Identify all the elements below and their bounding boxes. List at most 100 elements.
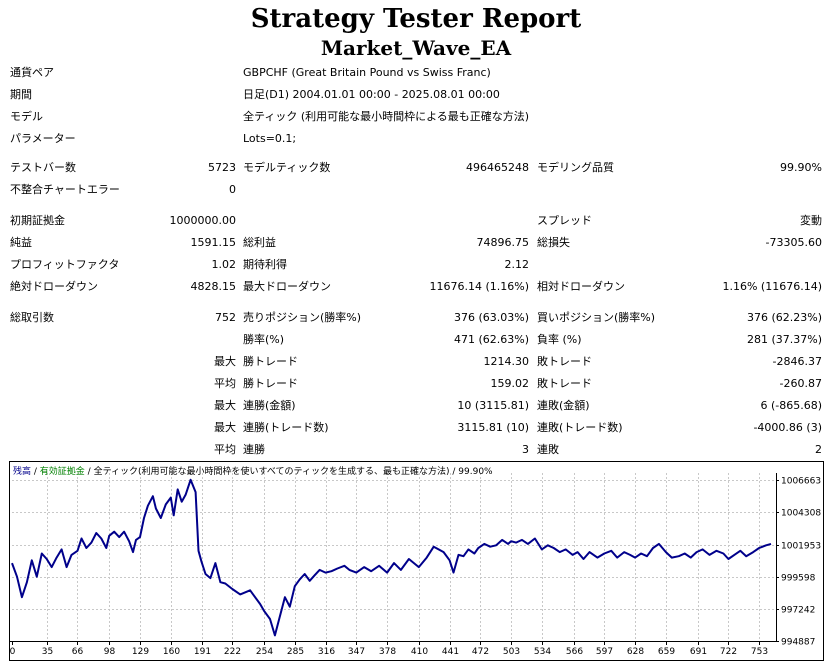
short-positions-label: 売りポジション(勝率%) <box>243 311 362 324</box>
x-tick-label: 410 <box>411 647 428 657</box>
y-tick-label: 997242 <box>781 606 815 616</box>
x-tick-label: 285 <box>287 647 304 657</box>
x-tick-label: 129 <box>132 647 149 657</box>
max-consec-loss-label: 連敗(トレード数) <box>537 421 623 434</box>
info-label-parameters: パラメーター <box>10 132 76 145</box>
x-tick-label: 628 <box>627 647 644 657</box>
max-consec-profit-label: 連勝(トレード数) <box>243 421 329 434</box>
ticks-value: 496465248 <box>466 161 529 174</box>
max-consec-prefix: 最大 <box>214 399 236 412</box>
deposit-label: 初期証拠金 <box>10 214 65 227</box>
balance-line <box>11 478 772 637</box>
x-tick-label: 566 <box>566 647 583 657</box>
x-tick-label: 98 <box>104 647 116 657</box>
expected-payoff-label: 期待利得 <box>243 258 287 271</box>
mismatch-value: 0 <box>229 183 236 196</box>
x-tick-label: 503 <box>503 647 520 657</box>
report-title: Strategy Tester Report <box>250 4 582 34</box>
x-tick-label: 597 <box>596 647 613 657</box>
x-tick-label: 691 <box>690 647 707 657</box>
info-label-model: モデル <box>10 110 43 123</box>
legend-balance: 残高 <box>13 465 31 477</box>
max-consec-losses-value: 6 (-865.68) <box>760 399 822 412</box>
max-drawdown-label: 最大ドローダウン <box>243 280 331 293</box>
long-positions-value: 376 (62.23%) <box>746 311 822 324</box>
max-consec-losses-label: 連敗(金額) <box>537 399 590 412</box>
net-profit-value: 1591.15 <box>190 236 237 249</box>
info-label-period: 期間 <box>10 88 32 101</box>
gross-profit-value: 74896.75 <box>476 236 530 249</box>
avg-win-label: 勝トレード <box>243 377 298 390</box>
info-value-period: 日足(D1) 2004.01.01 00:00 - 2025.08.01 00:… <box>243 88 500 101</box>
avg-consec-losses-value: 2 <box>815 443 822 456</box>
legend-sep-2: / <box>85 467 94 477</box>
report-subtitle: Market_Wave_EA <box>320 36 512 60</box>
y-tick-label: 1004308 <box>781 509 821 519</box>
rel-drawdown-value: 1.16% (11676.14) <box>722 280 822 293</box>
total-trades-value: 752 <box>215 311 236 324</box>
avg-consec-wins-label: 連勝 <box>243 443 265 456</box>
abs-drawdown-value: 4828.15 <box>190 280 237 293</box>
ticks-label: モデルティック数 <box>243 161 331 174</box>
largest-loss-value: -2846.37 <box>772 355 822 368</box>
avg-consec-prefix: 平均 <box>214 443 236 456</box>
short-positions-value: 376 (63.03%) <box>453 311 529 324</box>
net-profit-label: 純益 <box>10 236 32 249</box>
y-axis-ticks: 994887 997242 999598 1001953 1004308 1006663 <box>776 477 821 648</box>
y-tick-label: 994887 <box>781 638 815 648</box>
x-tick-label: 722 <box>720 647 737 657</box>
info-value-parameters: Lots=0.1; <box>243 132 297 145</box>
y-tick-label: 1001953 <box>781 542 821 552</box>
x-tick-label: 160 <box>163 647 180 657</box>
info-value-model: 全ティック (利用可能な最小時間枠による最も正確な方法) <box>243 110 530 123</box>
x-tick-label: 378 <box>379 647 396 657</box>
y-tick-label: 999598 <box>781 574 816 584</box>
quality-value: 99.90% <box>780 161 822 174</box>
max-consec-profit-value: 3115.81 (10) <box>457 421 529 434</box>
max-consec-loss-value: -4000.86 (3) <box>753 421 822 434</box>
abs-drawdown-label: 絶対ドローダウン <box>10 280 98 293</box>
x-axis-ticks: 0 35 66 98 129 160 191 222 254 285 316 347 378 410 441… <box>10 641 768 657</box>
long-positions-label: 買いポジション(勝率%) <box>537 311 656 324</box>
mismatch-label: 不整合チャートエラー <box>10 183 120 196</box>
bars-value: 5723 <box>208 161 236 174</box>
avg-win-value: 159.02 <box>490 377 530 390</box>
legend-sep-3: / <box>450 467 459 477</box>
spread-value: 変動 <box>800 214 822 227</box>
x-tick-label: 0 <box>10 647 16 657</box>
max-consec-wins-label: 連勝(金額) <box>243 399 296 412</box>
max-consec-wins-value: 10 (3115.81) <box>457 399 529 412</box>
x-tick-label: 347 <box>348 647 365 657</box>
x-tick-label: 191 <box>194 647 211 657</box>
max-consec2-prefix: 最大 <box>214 421 236 434</box>
chart-border <box>9 461 824 661</box>
legend-sep-1: / <box>31 467 40 477</box>
expected-payoff-value: 2.12 <box>504 258 530 271</box>
chart-series <box>11 478 772 637</box>
max-drawdown-value: 11676.14 (1.16%) <box>429 280 529 293</box>
x-tick-label: 753 <box>751 647 768 657</box>
gross-loss-label: 総損失 <box>537 236 570 249</box>
y-tick-label: 1006663 <box>781 477 821 487</box>
total-trades-label: 総取引数 <box>10 311 54 324</box>
average-prefix: 平均 <box>214 377 236 390</box>
spread-label: スプレッド <box>537 214 592 227</box>
largest-win-value: 1214.30 <box>483 355 530 368</box>
avg-loss-value: -260.87 <box>779 377 822 390</box>
largest-loss-label: 敗トレード <box>537 355 592 368</box>
legend-line: 残高 / 有効証拠金 / 全ティック(利用可能な最小時間枠を使いすべてのティック… <box>13 465 493 477</box>
bars-label: テストバー数 <box>10 161 76 174</box>
balance-chart: 0 35 66 98 129 160 191 222 254 285 316 347 378 410 441… <box>9 461 824 661</box>
profit-factor-label: プロフィットファクタ <box>10 258 120 271</box>
win-rate-label: 勝率(%) <box>243 333 285 346</box>
x-tick-label: 66 <box>72 647 84 657</box>
gross-loss-value: -73305.60 <box>765 236 822 249</box>
avg-consec-wins-value: 3 <box>522 443 529 456</box>
x-tick-label: 222 <box>224 647 241 657</box>
x-tick-label: 659 <box>658 647 675 657</box>
legend-quality: 99.90% <box>458 467 493 477</box>
x-tick-label: 35 <box>42 647 53 657</box>
deposit-value: 1000000.00 <box>169 214 236 227</box>
profit-factor-value: 1.02 <box>211 258 237 271</box>
rel-drawdown-label: 相対ドローダウン <box>537 280 625 293</box>
